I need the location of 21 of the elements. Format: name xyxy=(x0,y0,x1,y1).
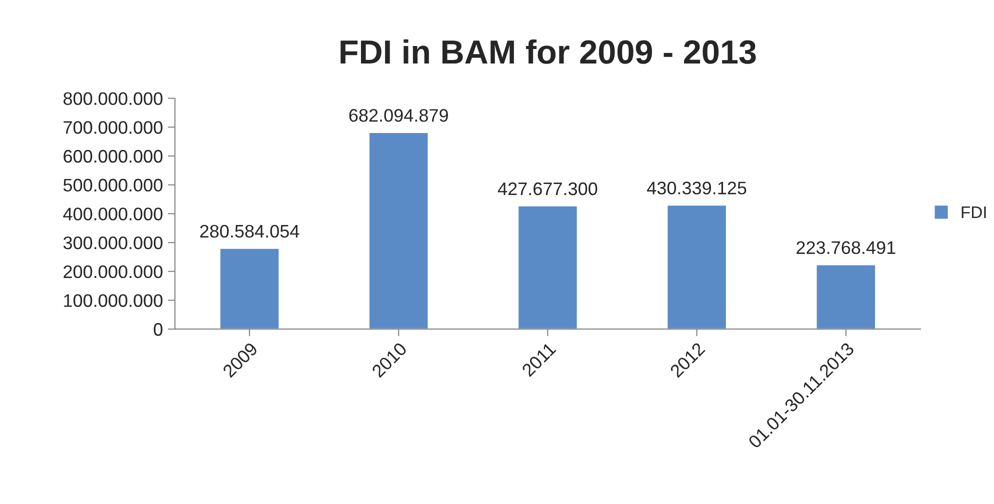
y-tick-label: 0 xyxy=(154,323,162,336)
y-tick-label: 200.000.000 xyxy=(64,265,162,278)
bar xyxy=(666,204,728,330)
bar xyxy=(368,132,430,330)
y-tick-label: 600.000.000 xyxy=(64,150,162,163)
y-tick-label: 800.000.000 xyxy=(64,92,162,105)
chart-title: FDI in BAM for 2009 - 2013 xyxy=(340,39,756,64)
data-label: 430.339.125 xyxy=(647,182,746,194)
bar xyxy=(815,264,876,330)
y-tick-label: 400.000.000 xyxy=(63,208,162,220)
y-tick-label: 300.000.000 xyxy=(63,236,162,250)
data-label: 682.094.879 xyxy=(349,109,448,122)
y-tick-label: 500.000.000 xyxy=(63,178,162,192)
bar xyxy=(517,205,578,330)
y-tick-label: 700.000.000 xyxy=(64,121,162,134)
y-tick-label: 100.000.000 xyxy=(64,294,162,307)
bar xyxy=(218,247,280,330)
data-label: 280.584.054 xyxy=(200,224,300,238)
data-label: 223.768.491 xyxy=(796,241,896,254)
legend-label: FDI xyxy=(962,206,986,218)
data-label: 427.677.300 xyxy=(498,182,598,196)
